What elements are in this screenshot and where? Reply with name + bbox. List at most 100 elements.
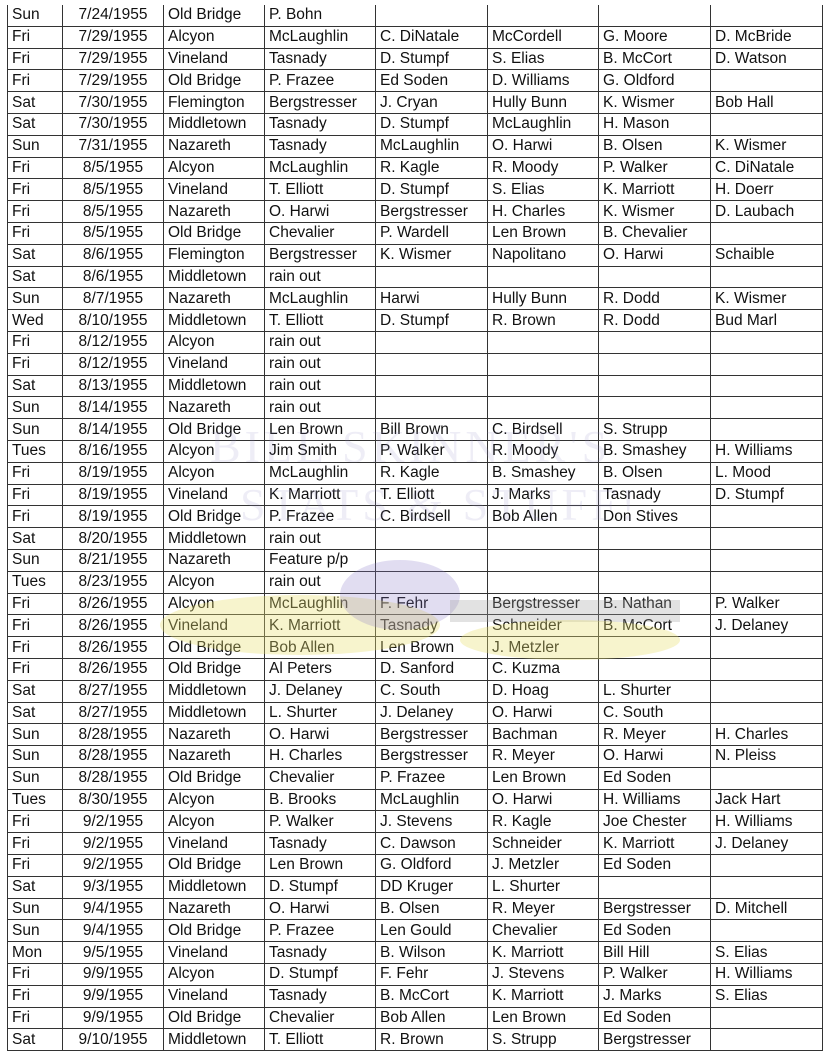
cell-day: Fri [7,810,63,834]
table-row: Fri 9/9/1955 Old Bridge Chevalier Bob Allen L… [7,1006,823,1030]
cell-track: Nazareth [163,200,265,223]
cell-day: Sat [7,527,63,550]
cell-track: Alcyon [163,25,265,49]
table-row: Fri 8/26/1955 Old Bridge Bob Allen Len Brown… [7,636,823,659]
cell-second: Bill Brown [375,418,488,441]
cell-track: Middletown [163,112,265,136]
cell-date: 9/2/1955 [62,810,164,834]
cell-fifth [710,679,823,703]
cell-fifth: Schaible [710,243,823,267]
cell-second: C. DiNatale [375,25,488,49]
cell-winner: McLaughlin [264,25,376,49]
cell-fifth: S. Elias [710,941,823,965]
cell-date: 7/30/1955 [62,91,164,114]
cell-fourth [598,374,711,398]
cell-day: Sat [7,701,63,725]
cell-third: J. Marks [487,483,599,507]
table-row: Fri 8/26/1955 Alcyon McLaughlin F. Fehr Bergs… [7,592,823,616]
table-row: Fri 9/9/1955 Vineland Tasnady B. McCort K. Ma… [7,984,823,1008]
cell-third [487,265,599,289]
cell-second: Ed Soden [375,69,488,93]
cell-second: C. Birdsell [375,505,488,529]
cell-second [375,374,488,398]
table-row: Fri 7/29/1955 Old Bridge P. Frazee Ed Soden D… [7,69,823,93]
cell-day: Sun [7,134,63,158]
cell-track: Vineland [163,941,265,965]
table-row: Sun 8/28/1955 Nazareth O. Harwi Bergstresser… [7,723,823,747]
cell-winner: rain out [264,570,376,594]
cell-fourth: S. Strupp [598,418,711,441]
cell-track: Middletown [163,679,265,703]
cell-track: Old Bridge [163,418,265,441]
cell-third: Bachman [487,723,599,747]
cell-track: Middletown [163,527,265,550]
cell-fourth: L. Shurter [598,679,711,703]
cell-fourth: K. Marriott [598,178,711,202]
table-row: Fri 8/5/1955 Vineland T. Elliott D. Stumpf S.… [7,178,823,202]
cell-second [375,352,488,376]
cell-date: 8/30/1955 [62,788,164,812]
cell-third: C. Birdsell [487,418,599,441]
cell-fourth: Tasnady [598,483,711,507]
cell-day: Fri [7,47,63,71]
cell-winner: Bergstresser [264,243,376,267]
cell-winner: P. Frazee [264,919,376,943]
cell-winner: rain out [264,330,376,354]
cell-day: Fri [7,200,63,223]
cell-winner: Tasnady [264,47,376,71]
cell-track: Vineland [163,832,265,856]
cell-fourth [598,657,711,681]
cell-fifth [710,352,823,376]
cell-date: 8/5/1955 [62,178,164,202]
cell-winner: T. Elliott [264,309,376,332]
cell-second [375,396,488,420]
cell-second: D. Stumpf [375,178,488,202]
cell-fourth: B. McCort [598,614,711,638]
table-row: Sun 8/28/1955 Nazareth H. Charles Bergstress… [7,745,823,768]
cell-track: Old Bridge [163,505,265,529]
cell-fifth: J. Delaney [710,832,823,856]
cell-date: 8/20/1955 [62,527,164,550]
cell-day: Fri [7,461,63,485]
table-row: Fri 8/5/1955 Old Bridge Chevalier P. Wardell… [7,221,823,245]
cell-fifth [710,69,823,93]
cell-third [487,374,599,398]
cell-date: 8/26/1955 [62,657,164,681]
cell-winner: Tasnady [264,134,376,158]
table-row: Fri 8/19/1955 Alcyon McLaughlin R. Kagle B. S… [7,461,823,485]
cell-winner: McLaughlin [264,287,376,311]
cell-second: R. Brown [375,1028,488,1052]
cell-third: C. Kuzma [487,657,599,681]
cell-track: Nazareth [163,723,265,747]
cell-fourth: G. Moore [598,25,711,49]
cell-fifth: L. Mood [710,461,823,485]
cell-third: R. Kagle [487,810,599,834]
cell-fifth: Jack Hart [710,788,823,812]
cell-date: 9/10/1955 [62,1028,164,1052]
cell-day: Fri [7,25,63,49]
cell-second: McLaughlin [375,134,488,158]
table-row: Fri 7/29/1955 Vineland Tasnady D. Stumpf S. E… [7,47,823,71]
cell-day: Mon [7,941,63,965]
cell-track: Middletown [163,374,265,398]
cell-third: J. Stevens [487,963,599,986]
cell-fourth: R. Dodd [598,309,711,332]
cell-winner: O. Harwi [264,723,376,747]
cell-winner: Jim Smith [264,439,376,463]
cell-fourth: Don Stives [598,505,711,529]
cell-date: 8/28/1955 [62,723,164,747]
cell-fifth: D. Stumpf [710,483,823,507]
cell-second: J. Cryan [375,91,488,114]
cell-date: 9/4/1955 [62,919,164,943]
cell-third: K. Marriott [487,984,599,1008]
cell-fourth: Ed Soden [598,854,711,877]
cell-winner: L. Shurter [264,701,376,725]
cell-track: Vineland [163,178,265,202]
cell-third [487,570,599,594]
cell-day: Fri [7,221,63,245]
cell-third: Hully Bunn [487,91,599,114]
table-row: Sat 9/10/1955 Middletown T. Elliott R. Brown… [7,1028,823,1052]
cell-third: Schneider [487,832,599,856]
cell-second: Bob Allen [375,1006,488,1030]
cell-winner: rain out [264,265,376,289]
